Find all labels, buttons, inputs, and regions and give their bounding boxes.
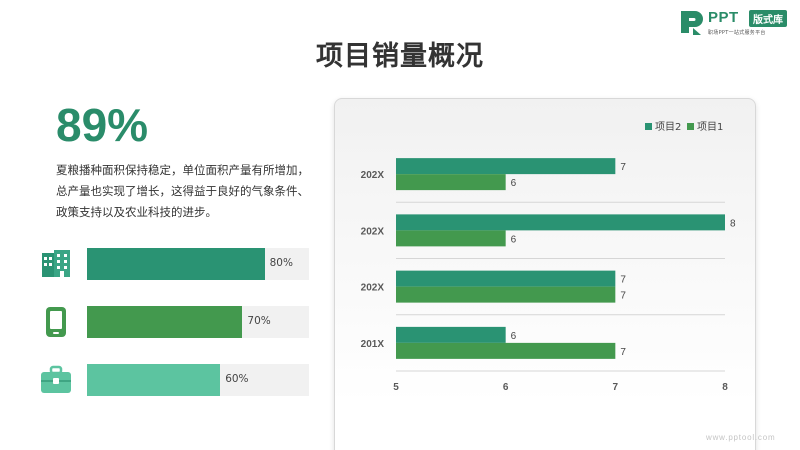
brand-logo: PPT 版式库 职场PPT一站式服务平台	[679, 8, 795, 38]
data-label: 7	[620, 291, 626, 302]
progress-row: 70%	[38, 306, 310, 338]
page-title: 项目销量概况	[316, 41, 484, 72]
progress-row: 80%	[38, 248, 310, 280]
watermark: www.pptool.com	[706, 433, 776, 442]
category-label: 202X	[361, 226, 385, 237]
bar	[396, 270, 616, 287]
data-label: 7	[620, 162, 626, 173]
progress-label: 60%	[225, 373, 249, 385]
progress-fill	[87, 306, 243, 338]
building-icon	[38, 248, 74, 280]
data-label: 6	[511, 331, 517, 342]
category-label: 201X	[361, 339, 385, 350]
bar	[396, 230, 506, 247]
progress-track: 70%	[87, 306, 309, 338]
legend-label: 项目1	[697, 121, 723, 133]
x-tick-label: 7	[613, 382, 619, 393]
bar	[396, 174, 506, 191]
progress-label: 70%	[247, 315, 271, 327]
logo-brand-text: PPT	[708, 9, 739, 26]
category-label: 202X	[361, 170, 385, 181]
progress-track: 80%	[87, 248, 309, 280]
bar	[396, 158, 616, 175]
logo-tagline: 职场PPT一站式服务平台	[708, 30, 766, 36]
progress-label: 80%	[269, 257, 293, 269]
highlight-description: 夏粮播种面积保持稳定，单位面积产量有所增加，总产量也实现了增长，这得益于良好的气…	[56, 163, 309, 219]
bar	[396, 286, 616, 303]
data-label: 6	[511, 178, 517, 189]
data-label: 7	[620, 347, 626, 358]
x-tick-label: 5	[393, 382, 399, 393]
x-tick-label: 6	[503, 382, 509, 393]
progress-fill	[87, 364, 221, 396]
briefcase-icon	[38, 364, 74, 396]
data-label: 7	[620, 275, 626, 286]
logo-badge: 版式库	[749, 10, 787, 27]
category-label: 202X	[361, 283, 385, 294]
x-tick-label: 8	[722, 382, 728, 393]
chart-panel: 7 6 202X 8 6 202X 7 7 202X 6 7 201X 5 6 7 8 项目2 项目1	[334, 98, 756, 450]
bar-chart: 7 6 202X 8 6 202X 7 7 202X 6 7 201X 5 6 7 8 项目2 项目1	[361, 121, 736, 393]
legend-swatch	[687, 123, 694, 130]
logo-mark-icon	[681, 11, 703, 35]
bar	[396, 342, 616, 359]
progress-row: 60%	[38, 364, 310, 396]
highlight-percentage: 89%	[56, 99, 149, 151]
legend-label: 项目2	[655, 121, 681, 133]
data-label: 6	[511, 234, 517, 245]
legend-swatch	[645, 123, 652, 130]
progress-track: 60%	[87, 364, 309, 396]
data-label: 8	[730, 218, 736, 229]
progress-fill	[87, 248, 265, 280]
bar	[396, 214, 725, 231]
tablet-icon	[38, 306, 74, 338]
bar	[396, 326, 506, 343]
